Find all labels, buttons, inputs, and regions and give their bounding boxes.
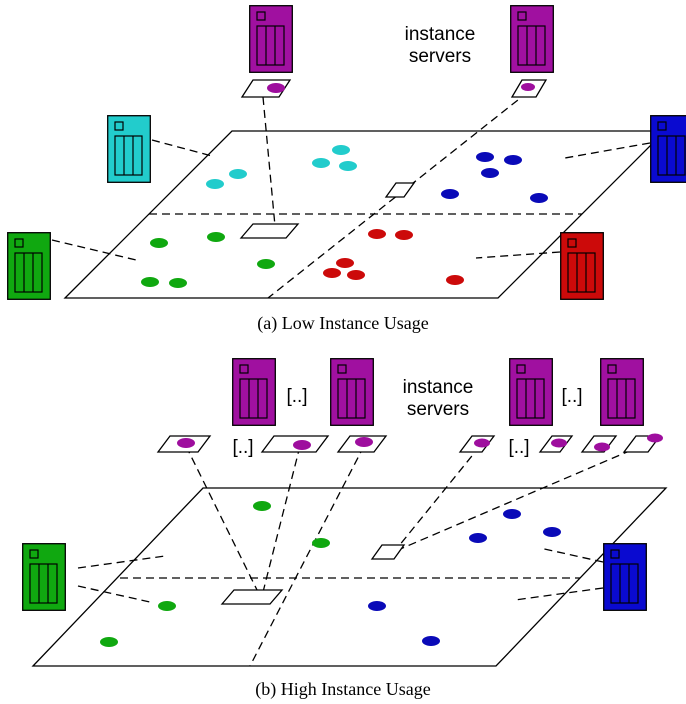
server [23, 544, 66, 611]
panel-b: [..] [..] [..] [..] instance servers (b)… [23, 359, 666, 700]
server [108, 116, 151, 183]
caption: (a) Low Instance Usage [257, 313, 428, 334]
server [651, 116, 686, 183]
connector [152, 140, 212, 156]
diagram: instance servers (a) Low Instance Usage … [0, 0, 686, 704]
server [233, 359, 276, 426]
server [604, 544, 647, 611]
ellipsis: [..] [232, 437, 253, 458]
ellipsis: [..] [508, 437, 529, 458]
server [8, 233, 51, 300]
ellipsis: [..] [286, 386, 307, 407]
server [601, 359, 644, 426]
label: servers [407, 399, 469, 420]
plane [33, 488, 666, 666]
server [510, 359, 553, 426]
server [511, 6, 554, 73]
dots [267, 83, 535, 93]
server [331, 359, 374, 426]
caption: (b) High Instance Usage [255, 679, 430, 700]
label: instance [403, 377, 474, 398]
server [250, 6, 293, 73]
server [561, 233, 604, 300]
panel-a: instance servers (a) Low Instance Usage [8, 6, 686, 334]
label: instance [405, 24, 476, 45]
ellipsis: [..] [561, 386, 582, 407]
label: servers [409, 46, 471, 67]
